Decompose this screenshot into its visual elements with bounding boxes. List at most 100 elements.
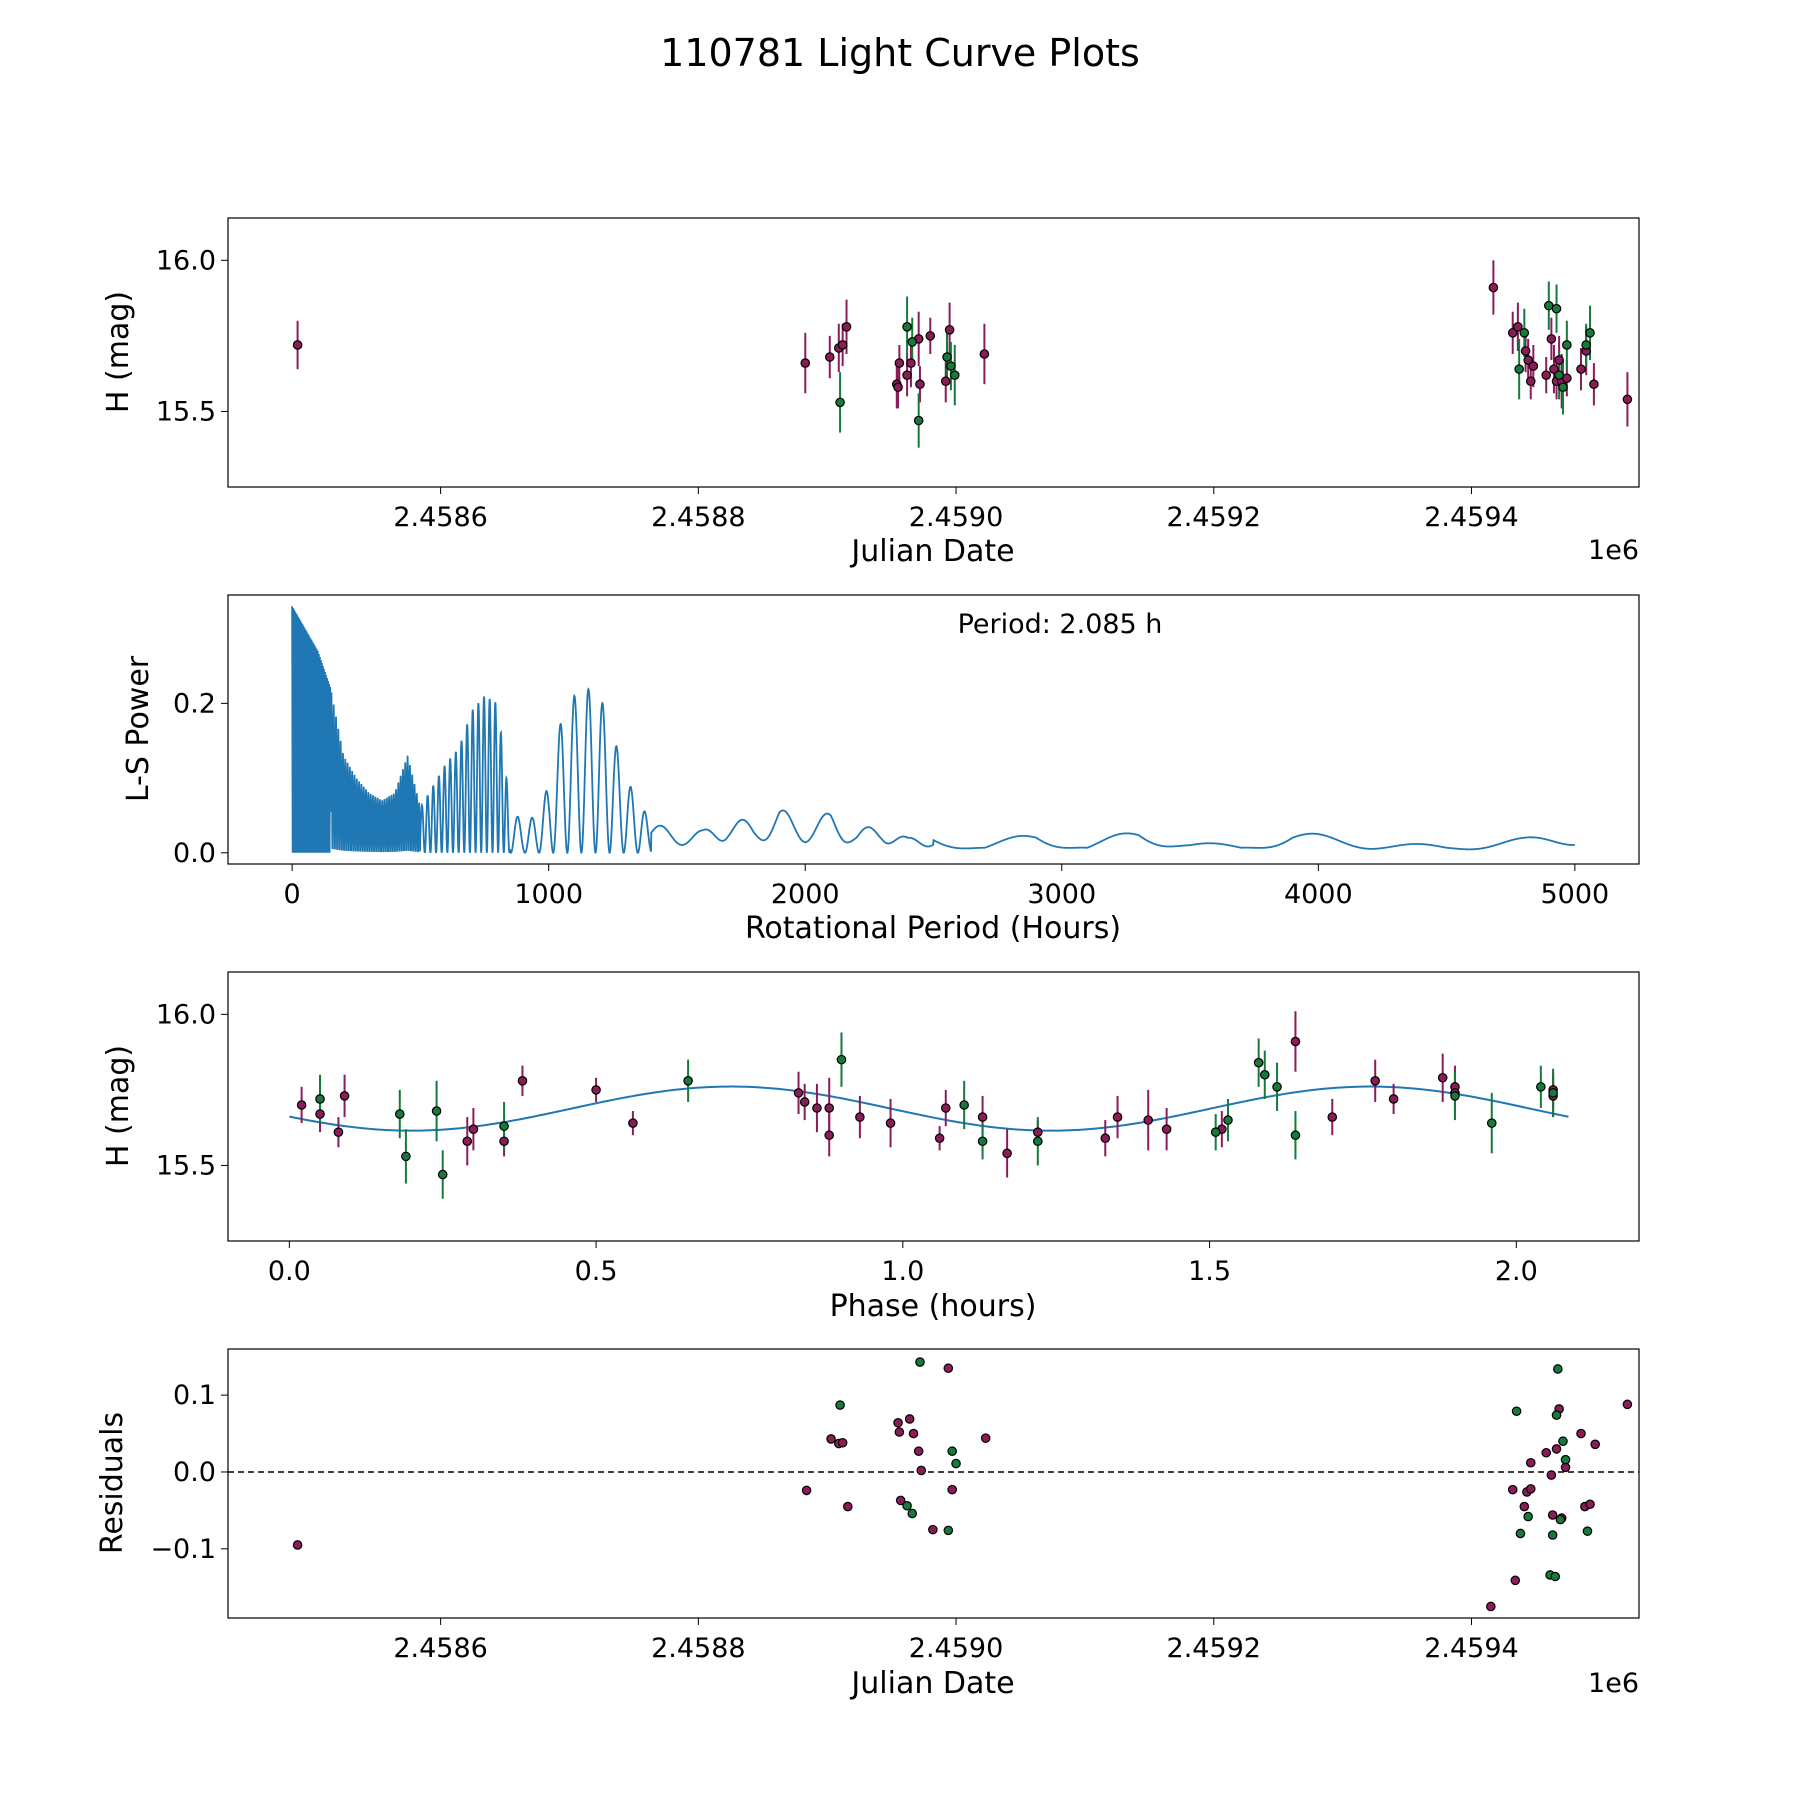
green-residual-point bbox=[1553, 1364, 1563, 1374]
x-tick-label: 2.4590 bbox=[909, 502, 1003, 533]
green-residual-point bbox=[902, 1500, 912, 1511]
magenta-point bbox=[1488, 282, 1499, 293]
lightcurve-xlabel: Julian Date bbox=[849, 534, 1014, 569]
magenta-residual-point bbox=[1590, 1439, 1600, 1450]
green-point bbox=[437, 1169, 448, 1180]
x-tick-label: 0.0 bbox=[268, 1256, 311, 1287]
magenta-residual-point bbox=[843, 1501, 853, 1512]
periodogram-xlabel: Rotational Period (Hours) bbox=[745, 911, 1121, 946]
green-residual-point bbox=[951, 1458, 961, 1469]
magenta-residual-point bbox=[916, 1465, 927, 1476]
magenta-residual-point bbox=[292, 1540, 303, 1550]
magenta-point bbox=[940, 376, 951, 387]
magenta-point bbox=[837, 340, 848, 350]
x-tick-label: 2.4590 bbox=[909, 1633, 1003, 1664]
x-tick-label: 2.4594 bbox=[1424, 1633, 1518, 1664]
magenta-residual-point bbox=[980, 1433, 991, 1443]
green-point bbox=[1032, 1136, 1043, 1147]
green-point bbox=[1551, 303, 1562, 314]
y-tick-label: −0.1 bbox=[150, 1534, 216, 1565]
y-tick-label: 0.0 bbox=[173, 1457, 216, 1488]
green-point bbox=[1290, 1130, 1301, 1141]
magenta-point bbox=[934, 1133, 945, 1144]
residuals-ylabel: Residuals bbox=[95, 1412, 130, 1554]
phased-xlabel: Phase (hours) bbox=[830, 1289, 1037, 1324]
residuals-frame bbox=[227, 1348, 1640, 1619]
x-tick-label: 5000 bbox=[1541, 879, 1610, 910]
magenta-point bbox=[499, 1136, 509, 1147]
magenta-point bbox=[1546, 334, 1557, 344]
magenta-point bbox=[1507, 328, 1518, 338]
green-point bbox=[499, 1121, 509, 1131]
green-residual-point bbox=[907, 1508, 918, 1519]
x-tick-label: 1.5 bbox=[1188, 1256, 1231, 1287]
green-point bbox=[1558, 382, 1568, 393]
green-point bbox=[1519, 328, 1530, 338]
green-residual-point bbox=[915, 1357, 925, 1367]
x-tick-label: 3000 bbox=[1027, 879, 1096, 910]
magenta-point bbox=[824, 1103, 835, 1113]
magenta-point bbox=[468, 1124, 479, 1134]
magenta-point bbox=[1437, 1072, 1448, 1083]
x-tick-label: 2.4594 bbox=[1424, 502, 1518, 533]
panel-periodogram: 0 1000 2000 3000 4000 5000 0.0 0.2 Period: 2.08… bbox=[121, 594, 1640, 946]
magenta-point bbox=[1541, 370, 1552, 380]
y-tick-label: 0.2 bbox=[173, 688, 216, 719]
magenta-point bbox=[800, 358, 811, 368]
green-point bbox=[1210, 1127, 1221, 1137]
y-tick-label: 15.5 bbox=[156, 1150, 216, 1181]
magenta-point bbox=[1528, 361, 1539, 371]
y-tick-label: 0.0 bbox=[173, 838, 216, 869]
periodogram-frame bbox=[227, 594, 1640, 865]
x-tick-label: 2.0 bbox=[1495, 1256, 1538, 1287]
green-point bbox=[401, 1151, 411, 1162]
green-point bbox=[1514, 364, 1524, 374]
magenta-residual-point bbox=[1507, 1484, 1518, 1495]
green-point bbox=[683, 1076, 693, 1086]
magenta-point bbox=[628, 1118, 638, 1128]
magenta-residual-point bbox=[904, 1414, 915, 1424]
x-tick-label: 0.5 bbox=[575, 1256, 618, 1287]
green-point bbox=[1581, 340, 1591, 350]
magenta-point bbox=[1554, 355, 1564, 365]
green-point bbox=[942, 352, 952, 362]
magenta-residual-point bbox=[1585, 1499, 1595, 1510]
magenta-point bbox=[1622, 394, 1633, 405]
magenta-residual-point bbox=[895, 1495, 906, 1506]
magenta-point bbox=[1576, 364, 1586, 374]
magenta-residual-point bbox=[801, 1485, 812, 1496]
magenta-point bbox=[1589, 379, 1599, 390]
green-point bbox=[1536, 1082, 1546, 1092]
green-point bbox=[949, 370, 960, 380]
green-point bbox=[315, 1094, 325, 1104]
y-tick-label: 15.5 bbox=[156, 396, 216, 427]
magenta-point bbox=[517, 1076, 528, 1086]
periodogram-ylabel: L-S Power bbox=[121, 655, 156, 802]
green-residual-point bbox=[1558, 1436, 1568, 1447]
magenta-residual-point bbox=[947, 1484, 957, 1495]
magenta-residual-point bbox=[893, 1417, 903, 1428]
x-tick-label: 2.4588 bbox=[651, 1633, 745, 1664]
magenta-point bbox=[1112, 1112, 1123, 1122]
magenta-point bbox=[591, 1085, 601, 1095]
magenta-point bbox=[944, 325, 955, 335]
magenta-residual-point bbox=[1525, 1457, 1536, 1468]
green-residual-point bbox=[1523, 1511, 1533, 1522]
magenta-point bbox=[977, 1112, 988, 1122]
magenta-residual-point bbox=[1551, 1444, 1562, 1454]
green-point bbox=[1548, 1088, 1558, 1098]
green-point bbox=[946, 361, 956, 371]
y-tick-label: 16.0 bbox=[156, 999, 216, 1030]
magenta-point bbox=[979, 349, 990, 359]
magenta-point bbox=[824, 1130, 835, 1141]
green-point bbox=[1272, 1082, 1282, 1092]
magenta-residual-point bbox=[928, 1524, 938, 1535]
x-tick-label: 1.0 bbox=[881, 1256, 924, 1287]
green-point bbox=[959, 1100, 969, 1110]
magenta-point bbox=[1513, 322, 1523, 332]
panel-residuals: 2.4586 2.4588 2.4590 2.4592 2.4594 −0.1 0.0 0.1… bbox=[95, 1348, 1640, 1701]
magenta-point bbox=[296, 1100, 307, 1110]
magenta-point bbox=[339, 1091, 350, 1101]
x-tick-label: 2.4588 bbox=[651, 502, 745, 533]
green-point bbox=[1486, 1118, 1497, 1128]
